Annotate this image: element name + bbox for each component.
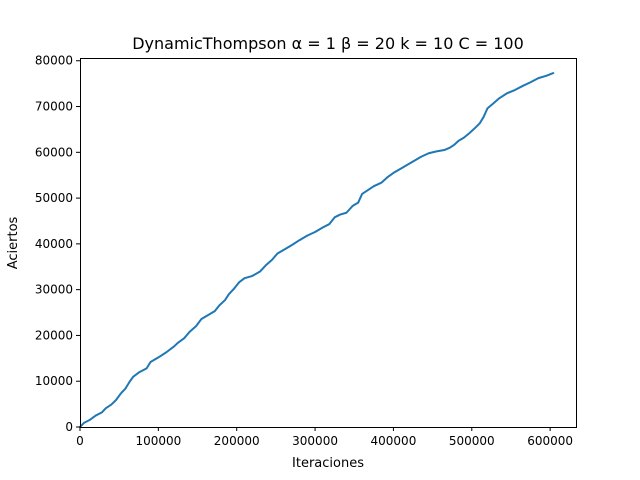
y-tick-label: 50000	[35, 191, 73, 205]
x-axis-ticks: 0 100000 200000 300000 400000 500000 600000	[76, 427, 573, 448]
y-axis-label: Aciertos	[6, 216, 21, 269]
plot-area	[79, 72, 555, 428]
y-tick-label: 10000	[35, 374, 73, 388]
plot-frame	[80, 58, 577, 428]
x-axis-label: Iteraciones	[292, 456, 364, 471]
x-tick-label: 600000	[527, 434, 573, 448]
y-tick-label: 0	[65, 420, 73, 434]
y-tick-label: 80000	[35, 54, 73, 68]
x-tick-label: 400000	[371, 434, 417, 448]
chart-title: DynamicThompson α = 1 β = 20 k = 10 C = …	[132, 34, 524, 53]
y-tick-label: 40000	[35, 237, 73, 251]
x-tick-label: 500000	[449, 434, 495, 448]
x-tick-label: 0	[76, 434, 84, 448]
x-tick-label: 200000	[214, 434, 260, 448]
series-line	[79, 72, 555, 428]
y-tick-label: 30000	[35, 283, 73, 297]
x-tick-label: 300000	[292, 434, 338, 448]
y-tick-label: 60000	[35, 145, 73, 159]
y-tick-label: 70000	[35, 100, 73, 114]
y-tick-label: 20000	[35, 328, 73, 342]
x-tick-label: 100000	[135, 434, 181, 448]
y-axis-ticks: 0 10000 20000 30000 40000 50000 60000 70000 8000…	[35, 54, 80, 434]
